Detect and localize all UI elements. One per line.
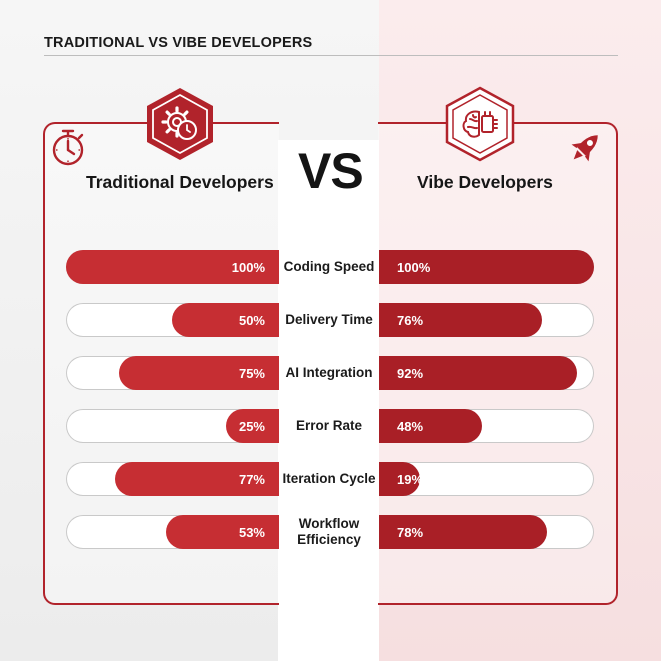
vibe-bar: 78% bbox=[379, 515, 547, 549]
traditional-bar: 75% bbox=[119, 356, 279, 390]
center-column bbox=[278, 140, 379, 661]
traditional-title: Traditional Developers bbox=[86, 172, 274, 192]
vibe-bar: 19% bbox=[379, 462, 424, 496]
rocket-icon bbox=[571, 135, 598, 162]
page-title: TRADITIONAL VS VIBE DEVELOPERS bbox=[44, 35, 313, 51]
brain-chip-icon bbox=[445, 86, 515, 162]
traditional-bar: 53% bbox=[166, 515, 279, 549]
vibe-bar: 92% bbox=[379, 356, 577, 390]
metric-label: Workflow Efficiency bbox=[297, 516, 361, 547]
traditional-bar: 100% bbox=[66, 250, 279, 284]
vibe-value-label: 76% bbox=[397, 312, 424, 328]
traditional-bar: 25% bbox=[226, 409, 279, 443]
traditional-value-label: 75% bbox=[238, 365, 265, 381]
vibe-value-label: 48% bbox=[397, 418, 424, 434]
metric-label: Coding Speed bbox=[283, 259, 375, 274]
traditional-value-label: 25% bbox=[238, 418, 265, 434]
traditional-value-label: 53% bbox=[238, 524, 265, 540]
traditional-bar: 50% bbox=[172, 303, 279, 337]
vs-label: VS bbox=[298, 143, 364, 199]
vibe-bar: 100% bbox=[379, 250, 594, 284]
traditional-value-label: 50% bbox=[238, 312, 265, 328]
title-divider bbox=[44, 55, 618, 56]
traditional-bar: 77% bbox=[115, 462, 279, 496]
gear-clock-icon bbox=[147, 88, 213, 160]
metric-label: Error Rate bbox=[295, 418, 363, 433]
vibe-value-label: 78% bbox=[397, 524, 424, 540]
vibe-value-label: 100% bbox=[397, 259, 431, 275]
stopwatch-icon bbox=[52, 129, 84, 166]
traditional-value-label: 77% bbox=[238, 471, 265, 487]
vibe-bar: 48% bbox=[379, 409, 482, 443]
traditional-value-label: 100% bbox=[231, 259, 265, 275]
metric-label: Delivery Time bbox=[285, 312, 373, 327]
vibe-bar: 76% bbox=[379, 303, 542, 337]
metric-label: Iteration Cycle bbox=[282, 471, 376, 486]
metric-label: AI Integration bbox=[285, 365, 373, 380]
vibe-title: Vibe Developers bbox=[417, 172, 553, 192]
vibe-value-label: 92% bbox=[397, 365, 424, 381]
vibe-value-label: 19% bbox=[397, 471, 424, 487]
